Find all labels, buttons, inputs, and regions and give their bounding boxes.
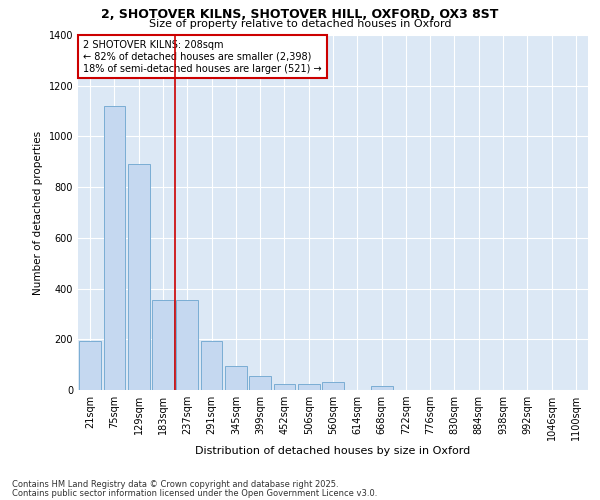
Bar	[322, 382, 344, 390]
Bar	[128, 164, 149, 390]
X-axis label: Distribution of detached houses by size in Oxford: Distribution of detached houses by size …	[196, 446, 470, 456]
Bar	[298, 384, 320, 390]
Bar	[274, 384, 295, 390]
Text: Size of property relative to detached houses in Oxford: Size of property relative to detached ho…	[149, 19, 451, 29]
Y-axis label: Number of detached properties: Number of detached properties	[33, 130, 43, 294]
Text: Contains HM Land Registry data © Crown copyright and database right 2025.: Contains HM Land Registry data © Crown c…	[12, 480, 338, 489]
Bar	[225, 366, 247, 390]
Bar	[371, 386, 392, 390]
Bar	[79, 340, 101, 390]
Text: 2, SHOTOVER KILNS, SHOTOVER HILL, OXFORD, OX3 8ST: 2, SHOTOVER KILNS, SHOTOVER HILL, OXFORD…	[101, 8, 499, 20]
Text: 2 SHOTOVER KILNS: 208sqm
← 82% of detached houses are smaller (2,398)
18% of sem: 2 SHOTOVER KILNS: 208sqm ← 82% of detach…	[83, 40, 322, 74]
Text: Contains public sector information licensed under the Open Government Licence v3: Contains public sector information licen…	[12, 488, 377, 498]
Bar	[152, 300, 174, 390]
Bar	[200, 340, 223, 390]
Bar	[104, 106, 125, 390]
Bar	[176, 300, 198, 390]
Bar	[249, 376, 271, 390]
